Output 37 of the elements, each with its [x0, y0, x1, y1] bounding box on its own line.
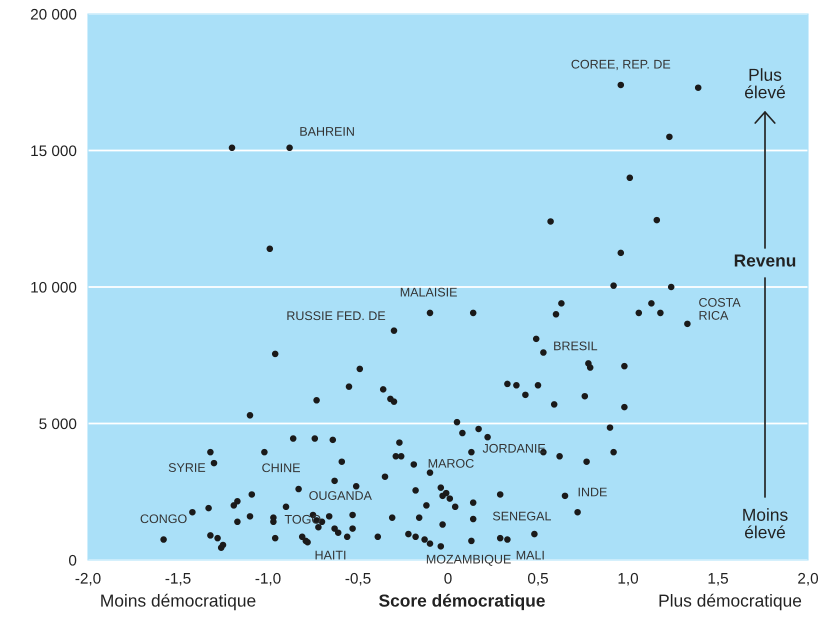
- x-tick-label: -0,5: [346, 572, 371, 586]
- y-tick-label: 10 000: [31, 282, 76, 293]
- x-tick-label: 2,0: [798, 572, 818, 586]
- y-tick-label: 15 000: [31, 145, 76, 156]
- annotation: OUGANDA: [309, 491, 372, 500]
- annotation: BRESIL: [554, 341, 598, 350]
- x-tick-label: 0: [444, 572, 452, 584]
- text: Moins démocratique: [101, 594, 256, 610]
- x-tick-label: -1,0: [256, 572, 281, 586]
- annotation: RUSSIE FED. DE: [287, 311, 386, 320]
- annotation: MALAISIE: [400, 288, 457, 297]
- x-axis-title: Score démocratique: [379, 594, 545, 610]
- y-axis-title: Revenu: [734, 254, 796, 267]
- y-tick-label: 0: [68, 554, 76, 566]
- annotation: SYRIE: [168, 463, 206, 472]
- x-tick-label: 1,5: [708, 573, 728, 586]
- annotation: COSTA RICA: [699, 298, 741, 320]
- annotation: JORDANIE: [482, 444, 546, 453]
- annotation: INDE: [578, 488, 607, 496]
- annotation: BAHREIN: [300, 127, 354, 136]
- annotation: Plus élevé: [744, 68, 785, 98]
- annotation: SENEGAL: [492, 512, 552, 520]
- x-tick-label: -2,0: [76, 572, 101, 586]
- text: Plus démocratique: [660, 594, 802, 610]
- annotation: COREE, REP. DE: [572, 60, 670, 70]
- annotation: CHINE: [262, 463, 300, 472]
- x-tick-label: 1,0: [618, 572, 638, 586]
- annotation: MOZAMBIQUE: [426, 554, 511, 566]
- x-tick-label: 0,5: [528, 572, 548, 586]
- y-tick-label: 20 000: [30, 8, 76, 20]
- annotation: HAITI: [316, 550, 346, 560]
- annotation: CONGO: [140, 514, 187, 524]
- y-tick-label: 5 000: [39, 418, 76, 430]
- annotation: MAROC: [428, 458, 474, 468]
- x-tick-label: -1,5: [166, 573, 191, 586]
- annotation: MALI: [516, 550, 544, 560]
- annotation: Moins élevé: [743, 508, 788, 538]
